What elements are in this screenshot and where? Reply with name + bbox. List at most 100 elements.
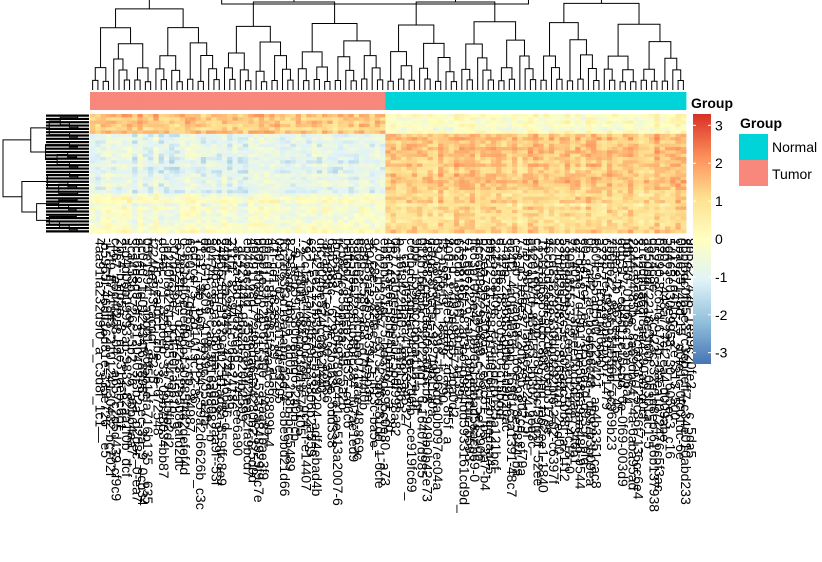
heatmap-cell xyxy=(174,226,181,231)
heatmap-cell xyxy=(575,216,581,221)
heatmap-cell xyxy=(111,123,117,128)
heatmap-cell xyxy=(406,117,413,122)
heatmap-cell xyxy=(100,160,107,164)
heatmap-cell xyxy=(327,216,334,221)
heatmap-cell xyxy=(417,183,423,188)
heatmap-cell xyxy=(480,180,486,184)
column-label: fbc65057_74436f97899c4a1ae513a2007-6 xyxy=(330,238,346,506)
heatmap-cell xyxy=(670,190,676,194)
heatmap-cell xyxy=(100,163,107,168)
heatmap-cell xyxy=(274,163,281,168)
heatmap-cell xyxy=(227,203,233,207)
heatmap-cell xyxy=(670,123,676,128)
heatmap-cell xyxy=(480,216,486,221)
heatmap-cell xyxy=(411,153,418,158)
heatmap-cell xyxy=(163,150,170,155)
dendrogram-branch xyxy=(473,21,517,45)
heatmap-cell xyxy=(221,219,228,224)
annotation-cell xyxy=(142,92,149,110)
heatmap-cell xyxy=(617,226,624,231)
dendrogram-branch xyxy=(423,42,445,69)
heatmap-cell xyxy=(242,180,249,184)
heatmap-cell xyxy=(269,190,275,194)
heatmap-cell xyxy=(327,120,334,125)
heatmap-cell xyxy=(517,130,523,135)
heatmap-cell xyxy=(612,219,618,224)
heatmap-cell xyxy=(269,150,275,155)
heatmap-cell xyxy=(422,216,428,221)
heatmap-cell xyxy=(459,199,465,204)
heatmap-cell xyxy=(343,147,349,151)
heatmap-cell xyxy=(237,160,244,164)
heatmap-cell xyxy=(95,143,101,148)
heatmap-cell xyxy=(617,160,624,164)
heatmap-cell xyxy=(279,170,286,174)
heatmap-cell xyxy=(617,213,624,217)
heatmap-cell xyxy=(485,176,492,181)
heatmap-cell xyxy=(638,166,645,171)
heatmap-cell xyxy=(638,127,645,131)
heatmap-cell xyxy=(174,223,181,227)
annotation-cell xyxy=(506,92,513,110)
heatmap-cell xyxy=(475,180,481,184)
heatmap-cell xyxy=(90,123,96,128)
heatmap-cell xyxy=(443,193,450,198)
heatmap-cell xyxy=(643,114,650,118)
heatmap-cell xyxy=(580,196,587,201)
heatmap-cell xyxy=(274,114,281,118)
heatmap-cell xyxy=(174,219,181,224)
heatmap-cell xyxy=(248,117,254,122)
heatmap-cell xyxy=(559,206,566,211)
column-label: 171287d4f16c7_2e7313_500 xyxy=(668,238,684,420)
column-label: ffc63b10f5e427f99ea1a8dad58acb69-0 xyxy=(467,238,483,482)
heatmap-cell xyxy=(627,176,634,181)
heatmap-cell xyxy=(211,140,217,145)
heatmap-cell xyxy=(432,206,439,211)
annotation-cell xyxy=(163,92,170,110)
heatmap-cell xyxy=(322,173,328,178)
heatmap-cell xyxy=(248,120,254,125)
heatmap-cell xyxy=(90,183,96,188)
heatmap-cell xyxy=(643,173,650,178)
heatmap-cell xyxy=(680,203,687,207)
heatmap-cell xyxy=(137,130,144,135)
column-label: 792c1a-aa448e60d7813a_dc4_f-e14407 xyxy=(298,238,314,491)
heatmap-cell xyxy=(142,199,149,204)
heatmap-cell xyxy=(211,213,217,217)
heatmap-cell xyxy=(527,160,534,164)
annotation-cell xyxy=(227,92,233,110)
heatmap-cell xyxy=(332,166,339,171)
heatmap-cell xyxy=(322,143,328,148)
heatmap-cell xyxy=(585,156,592,161)
heatmap-cell xyxy=(670,133,676,138)
heatmap-cell xyxy=(496,186,502,191)
heatmap-cell xyxy=(501,196,508,201)
dendrogram-branch xyxy=(450,81,458,90)
heatmap-cell xyxy=(501,137,508,141)
annotation-cell xyxy=(137,92,144,110)
heatmap-cell xyxy=(638,130,645,135)
dendrogram-branch xyxy=(617,23,661,57)
heatmap-cell xyxy=(680,216,687,221)
heatmap-cell xyxy=(527,130,534,135)
heatmap-cell xyxy=(316,130,323,135)
heatmap-cell xyxy=(169,223,175,227)
heatmap-cell xyxy=(169,120,175,125)
heatmap-cell xyxy=(564,156,571,161)
heatmap-cell xyxy=(237,216,244,221)
heatmap-cell xyxy=(606,196,613,201)
heatmap-cell xyxy=(200,117,207,122)
heatmap-cell xyxy=(216,156,223,161)
heatmap-cell xyxy=(406,123,413,128)
heatmap-cell xyxy=(269,186,275,191)
annotation-cell xyxy=(300,92,307,110)
heatmap-cell xyxy=(485,150,492,155)
heatmap-cell xyxy=(606,163,613,168)
heatmap-cell xyxy=(538,216,544,221)
heatmap-cell xyxy=(432,183,439,188)
heatmap-cell xyxy=(575,143,581,148)
heatmap-cell xyxy=(206,120,212,125)
heatmap-cell xyxy=(612,170,618,174)
heatmap-cell xyxy=(638,123,645,128)
heatmap-cell xyxy=(680,156,687,161)
